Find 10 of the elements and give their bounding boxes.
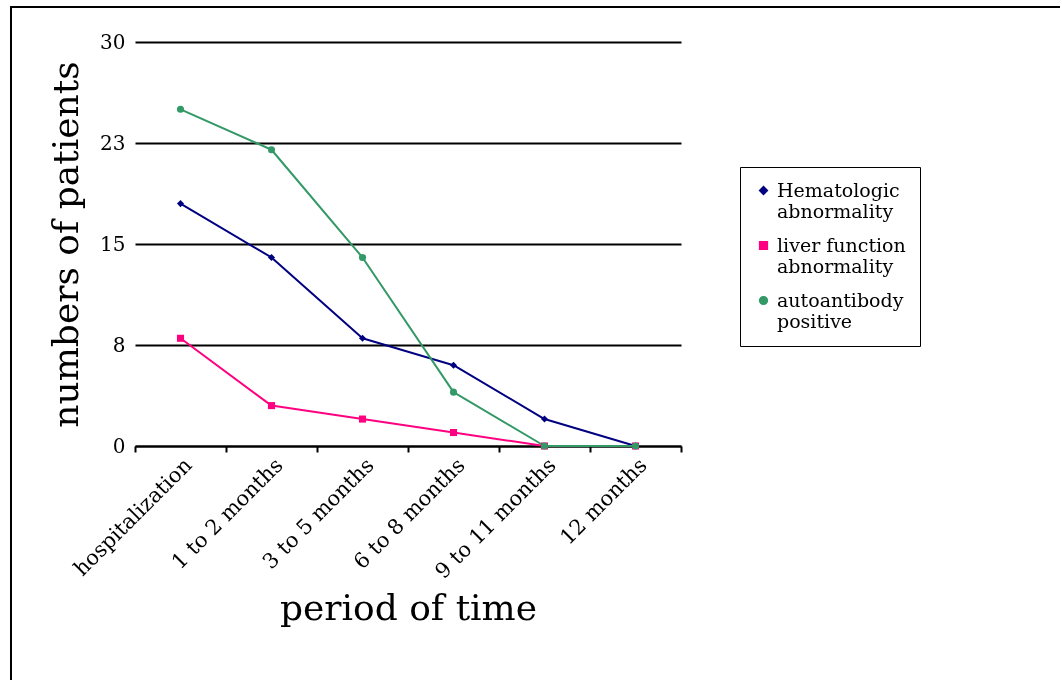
legend-label: autoantibody positive bbox=[777, 288, 904, 332]
y-tick-label: 23 bbox=[100, 130, 126, 155]
y-axis-title: numbers of patients bbox=[45, 61, 87, 428]
y-tick-label: 15 bbox=[100, 231, 126, 256]
y-tick-label: 8 bbox=[112, 332, 126, 357]
y-tick-label: 0 bbox=[112, 433, 126, 458]
y-tick-label: 30 bbox=[100, 29, 126, 54]
legend-label: Hematologic abnormality bbox=[777, 178, 900, 222]
legend-label: liver function abnormality bbox=[777, 233, 906, 277]
x-axis-title: period of time bbox=[279, 587, 538, 629]
